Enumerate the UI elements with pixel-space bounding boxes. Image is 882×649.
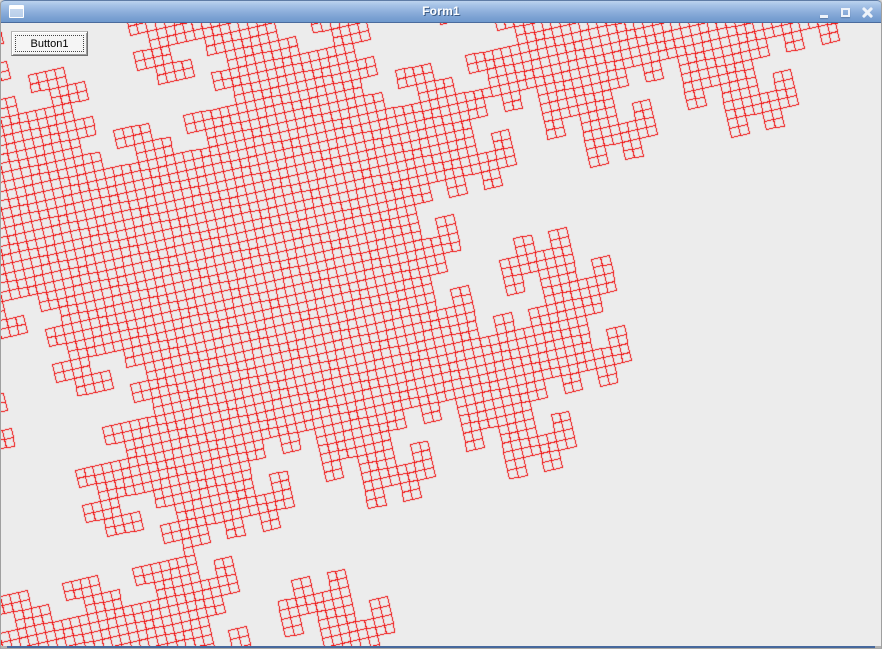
titlebar[interactable]: Form1	[1, 0, 881, 23]
maximize-button[interactable]	[838, 4, 853, 21]
button1-focus-rect: Button1	[15, 35, 84, 52]
fractal-canvas	[1, 23, 881, 646]
window-bottom-border	[1, 646, 881, 648]
window-controls	[816, 1, 875, 24]
button1[interactable]: Button1	[11, 31, 88, 56]
form-client-area: Button1	[1, 23, 881, 646]
close-button[interactable]	[860, 4, 875, 21]
close-icon	[861, 6, 874, 19]
maximize-icon	[841, 8, 850, 17]
button1-label: Button1	[30, 37, 69, 50]
minimize-button[interactable]	[816, 4, 831, 21]
window-title: Form1	[422, 4, 460, 18]
window-icon-titlestrip	[10, 6, 23, 9]
window-system-icon[interactable]	[9, 5, 24, 18]
minimize-icon	[819, 14, 828, 18]
